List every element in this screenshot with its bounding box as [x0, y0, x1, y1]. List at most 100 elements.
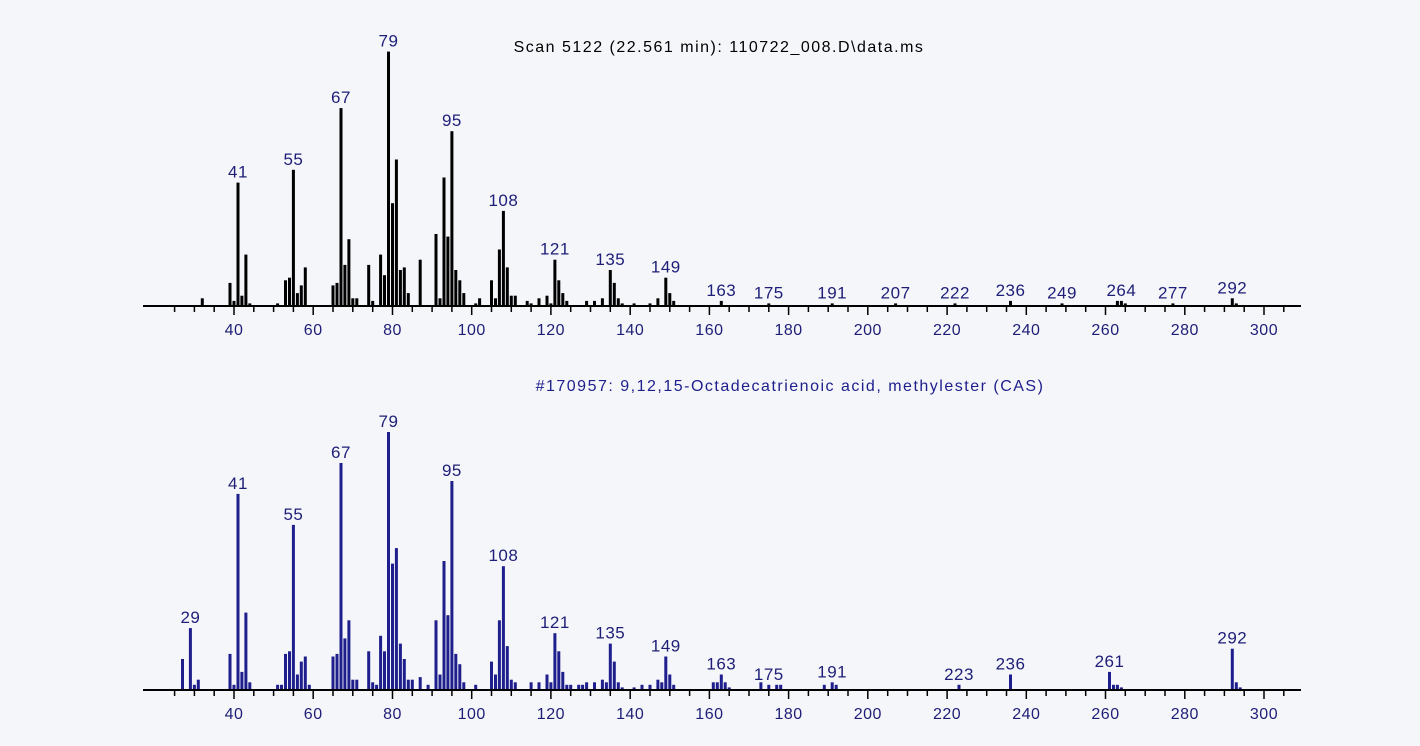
sample-peak-bar	[616, 298, 620, 306]
sample-peak-bar	[438, 298, 442, 306]
library-peak-bar	[529, 682, 533, 690]
sample-peak-bar	[406, 293, 410, 306]
library-peak-bar	[347, 620, 351, 690]
sample-peak-bar	[497, 249, 501, 306]
library-peak-bar	[410, 679, 414, 690]
library-peak-bar	[387, 432, 390, 690]
library-peak-bar	[446, 615, 450, 690]
library-peak-bar	[462, 682, 466, 690]
sample-peak-label: 79	[379, 32, 399, 51]
sample-peak-bar	[200, 298, 204, 306]
library-peak-bar	[276, 684, 280, 690]
sample-peak-bar	[458, 280, 462, 306]
library-peak-bar	[553, 633, 557, 690]
library-peak-label: 163	[706, 655, 736, 674]
library-peak-bar	[1115, 684, 1119, 690]
sample-peak-label: 236	[996, 281, 1026, 300]
sample-peak-bar	[632, 303, 636, 306]
sample-peak-bar	[830, 303, 834, 306]
sample-peak-label: 222	[940, 283, 970, 302]
library-peak-label: 223	[944, 665, 974, 684]
sample-peak-bar	[434, 234, 438, 306]
sample-x-tick-label: 100	[458, 322, 486, 339]
library-spectrum-title: #170957: 9,12,15-Octadecatrienoic acid, …	[536, 378, 1045, 395]
sample-peak-bar	[494, 298, 497, 306]
sample-peak-bar	[1009, 300, 1012, 306]
sample-peak-bar	[391, 203, 394, 306]
sample-peak-label: 108	[488, 191, 518, 210]
library-peak-bar	[343, 638, 347, 690]
sample-peak-label: 191	[817, 283, 847, 302]
sample-peak-bar	[600, 298, 604, 306]
library-peak-bar	[454, 653, 458, 690]
sample-spectrum-bars	[200, 51, 1238, 306]
sample-peak-bar	[478, 298, 482, 306]
library-x-tick-label: 240	[1012, 706, 1040, 723]
library-peak-bar	[581, 684, 585, 690]
library-peak-bar	[402, 659, 406, 690]
sample-peak-bar	[894, 303, 898, 306]
library-x-tick-label: 140	[616, 706, 644, 723]
library-peak-bar	[620, 687, 624, 690]
library-peak-bar	[1112, 684, 1115, 690]
sample-peak-label: 135	[595, 250, 625, 269]
library-peak-label: 41	[228, 474, 248, 493]
sample-x-tick-label: 120	[537, 322, 565, 339]
sample-peak-bar	[612, 282, 616, 306]
library-peak-bar	[284, 653, 287, 690]
library-peak-bar	[418, 677, 422, 690]
library-peak-bar	[612, 661, 616, 690]
library-peak-bar	[303, 656, 307, 690]
sample-peak-bar	[347, 239, 351, 306]
sample-x-tick-label: 140	[616, 322, 644, 339]
library-peak-bar	[280, 684, 283, 690]
sample-peak-bar	[295, 293, 299, 306]
library-peak-bar	[585, 682, 589, 690]
library-peak-bar	[632, 687, 636, 690]
library-peak-bar	[513, 682, 517, 690]
library-peak-bar	[505, 646, 509, 690]
library-peak-bar	[1108, 671, 1111, 690]
library-x-tick-label: 160	[695, 706, 723, 723]
sample-peak-label: 149	[651, 258, 681, 277]
sample-peak-label: 95	[442, 111, 462, 130]
sample-peak-bar	[355, 298, 359, 306]
sample-peak-bar	[462, 293, 466, 306]
library-x-tick-label: 40	[225, 706, 244, 723]
sample-peak-label: 277	[1158, 283, 1188, 302]
library-peak-bar	[299, 661, 303, 690]
library-peak-bar	[775, 684, 779, 690]
sample-peak-bar	[672, 300, 676, 306]
sample-peak-bar	[442, 177, 446, 306]
library-peak-bar	[779, 684, 783, 690]
sample-peak-bar	[288, 277, 291, 306]
sample-peak-bar	[387, 51, 390, 306]
library-peak-bar	[723, 682, 727, 690]
library-peak-label: 55	[283, 505, 303, 524]
library-peak-bar	[434, 620, 438, 690]
library-x-tick-label: 180	[774, 706, 802, 723]
sample-peak-bar	[525, 300, 529, 306]
library-peak-bar	[288, 651, 291, 690]
library-x-ticks: 40 60 80 100 120 140 160 180 200 220 240 260 280 300	[173, 690, 1285, 723]
library-peak-bar	[561, 671, 565, 690]
sample-peak-bar	[719, 300, 723, 306]
library-peak-bar	[490, 661, 493, 690]
sample-x-tick-label: 40	[225, 322, 244, 339]
library-peak-bar	[501, 566, 505, 690]
library-peak-label: 135	[595, 624, 625, 643]
library-peak-bar	[192, 684, 196, 690]
sample-peak-bar	[299, 285, 303, 306]
sample-peak-bar	[394, 159, 398, 306]
library-peak-bar	[648, 684, 652, 690]
sample-peak-bar	[545, 295, 549, 306]
library-peak-bar	[331, 656, 335, 690]
library-x-tick-label: 60	[304, 706, 323, 723]
library-peak-bar	[957, 684, 961, 690]
sample-peak-bar	[1171, 303, 1175, 306]
library-peak-bar	[719, 674, 723, 690]
library-peak-bar	[767, 684, 771, 690]
sample-x-tick-label: 200	[854, 322, 882, 339]
library-peak-bar	[295, 674, 299, 690]
